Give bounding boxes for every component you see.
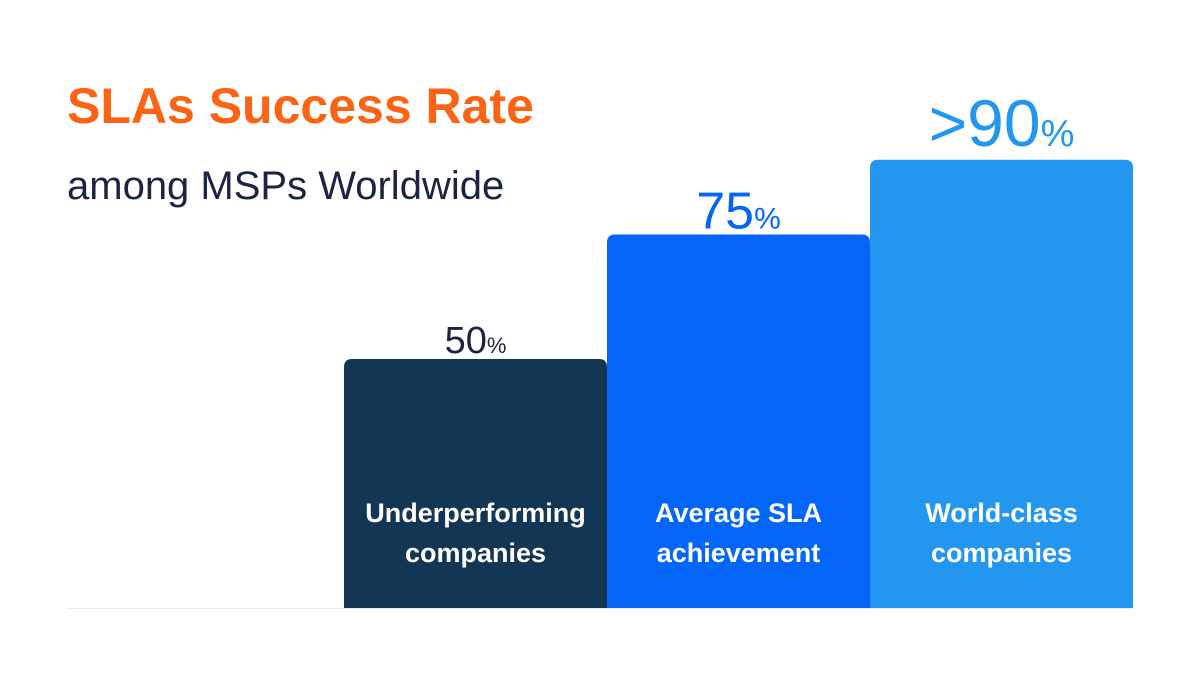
bar-category-label: Average SLA achievement — [655, 498, 822, 568]
bar-category-label: Underperforming companies — [365, 498, 586, 568]
chart-subtitle: among MSPs Worldwide — [67, 164, 505, 208]
bar — [607, 234, 870, 608]
chart-title: SLAs Success Rate — [67, 78, 534, 134]
bar — [870, 159, 1133, 609]
bar-value-label: >90% — [929, 86, 1075, 160]
bar-value-label: 75% — [696, 183, 781, 241]
bar-category-label: World-class companies — [925, 498, 1078, 568]
bar — [344, 359, 607, 608]
bar-value-label: 50% — [445, 320, 507, 362]
